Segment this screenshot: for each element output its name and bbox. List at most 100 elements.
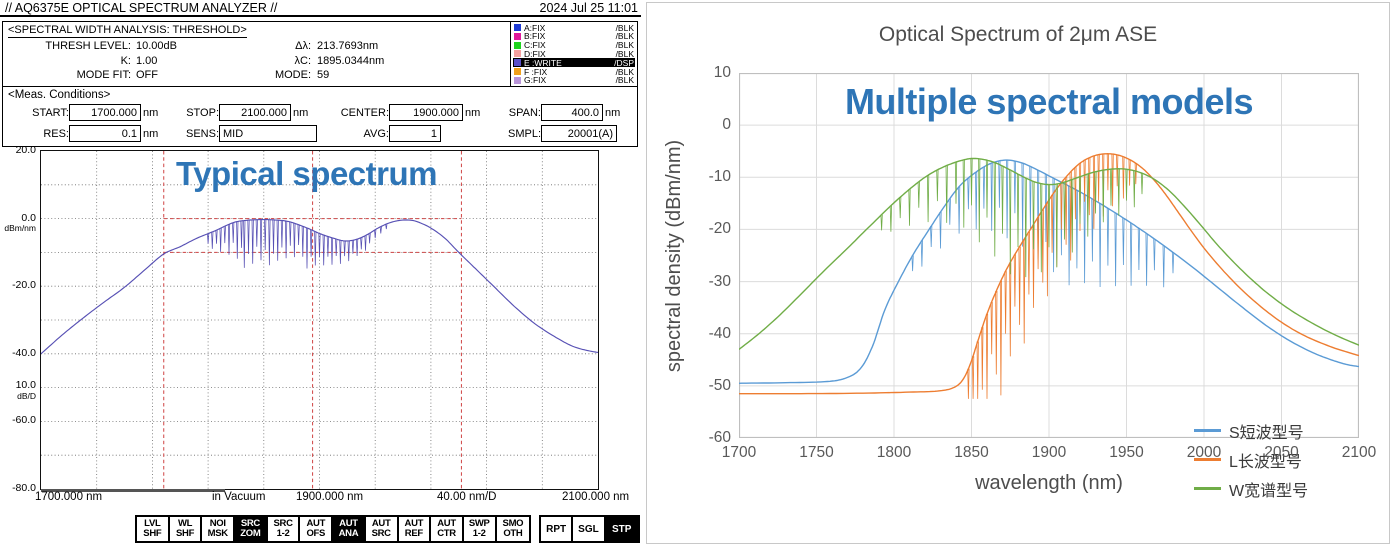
- meas-conditions-heading: <Meas. Conditions>: [8, 88, 111, 101]
- chart-x-tick: 1750: [799, 444, 834, 461]
- runkey-rpt[interactable]: RPT: [541, 517, 574, 541]
- osa-y-tick: -20.0: [12, 279, 36, 292]
- meas-field-input[interactable]: 400.0: [541, 104, 603, 121]
- legend-item: S短波型号: [1194, 416, 1308, 445]
- chart-y-tick: -10: [708, 168, 731, 186]
- chart-y-tick: -30: [708, 272, 731, 290]
- meas-field-input[interactable]: 1900.000: [389, 104, 463, 121]
- trace-row-d[interactable]: D:FIX/BLK: [513, 48, 635, 59]
- chart-x-axis-title: wavelength (nm): [975, 472, 1123, 494]
- analysis-label: MODE:: [274, 69, 311, 81]
- legend-label: S短波型号: [1229, 424, 1304, 442]
- trace-color-swatch: [514, 76, 521, 84]
- y-division-unit: dB/D: [17, 391, 36, 401]
- meas-field-input[interactable]: 20001(A): [541, 125, 617, 142]
- spectrum-trace-svg: [41, 151, 598, 489]
- softkey-line1: AUT: [437, 518, 456, 529]
- softkey-line1: AUT: [371, 518, 391, 529]
- meas-field-span: SPAN: 400.0 nm: [499, 104, 620, 122]
- softkey-src-1-2[interactable]: SRC 1-2: [268, 517, 301, 541]
- chart-x-tick: 2050: [1264, 444, 1299, 461]
- trace-row-a[interactable]: A:FIX/BLK: [513, 23, 635, 33]
- runkey-stp[interactable]: STP: [605, 517, 638, 541]
- chart-legend: S短波型号 L长波型号 W宽谱型号: [1194, 416, 1308, 503]
- multiple-models-annotation: Multiple spectral models: [844, 81, 1254, 122]
- softkey-wl-shf[interactable]: WL SHF: [170, 517, 203, 541]
- chart-y-tick: -60: [708, 429, 731, 446]
- meas-field-input[interactable]: 0.1: [69, 125, 141, 142]
- osa-y-tick: -80.0: [12, 482, 36, 494]
- meas-field-label: STOP:: [186, 106, 219, 119]
- meas-field-input[interactable]: MID: [219, 125, 317, 142]
- analysis-row: MODE FIT: OFF MODE: 59: [3, 68, 508, 83]
- trace-row-b[interactable]: B:FIX/BLK: [513, 31, 635, 41]
- meas-conditions-row1: START: 1700.000 nm STOP: 2100.000 nm CENTER: 19…: [3, 104, 637, 122]
- analysis-label: THRESH LEVEL:: [45, 40, 131, 52]
- chart-x-tick: 1800: [876, 444, 912, 461]
- x-center-label: 1900.000 nm: [296, 491, 364, 503]
- softkey-line2: SHF: [175, 528, 195, 539]
- runkey-sgl[interactable]: SGL: [573, 517, 606, 541]
- chart-y-tick: 0: [722, 116, 731, 134]
- trace-mode: /BLK: [615, 48, 634, 59]
- softkey-aut-src[interactable]: AUT SRC: [366, 517, 399, 541]
- softkey-aut-ref[interactable]: AUT REF: [399, 517, 432, 541]
- analysis-results: THRESH LEVEL: 10.00dB Δλ: 213.7693nm K: 1.00 λ…: [3, 39, 508, 83]
- analysis-value: 1.00: [136, 54, 158, 67]
- legend-line-swatch: [1194, 458, 1221, 461]
- analysis-value: 213.7693nm: [317, 40, 379, 52]
- trace-color-swatch: [514, 50, 521, 58]
- trace-row-g[interactable]: G:FIX/BLK: [513, 75, 635, 86]
- softkey-lvl-shf[interactable]: LVL SHF: [137, 517, 170, 541]
- softkey-line2: OTH: [503, 528, 523, 539]
- chart-x-tick: 1900: [1031, 444, 1067, 461]
- chart-y-tick: -50: [708, 376, 731, 394]
- meas-field-input[interactable]: 2100.000: [219, 104, 291, 121]
- softkey-line1: SRC: [273, 518, 293, 529]
- osa-title: // AQ6375E OPTICAL SPECTRUM ANALYZER //: [5, 1, 278, 15]
- trace-color-swatch: [514, 24, 521, 32]
- softkey-src-zom[interactable]: SRC ZOM: [235, 517, 268, 541]
- softkey-aut-ctr[interactable]: AUT CTR: [431, 517, 464, 541]
- trace-row-e[interactable]: E :WRITE/DSP: [513, 57, 635, 68]
- osa-y-tick: 20.0: [15, 144, 36, 156]
- meas-field-label: START:: [32, 106, 69, 119]
- softkey-line2: SHF: [143, 528, 162, 539]
- softkey-aut-ofs[interactable]: AUT OFS: [300, 517, 334, 541]
- legend-line-swatch: [1194, 487, 1221, 490]
- trace-id: F :FIX: [524, 66, 548, 77]
- chart-y-tick: -20: [708, 220, 731, 238]
- softkey-line2: CTR: [437, 528, 456, 539]
- softkey-swp-1-2[interactable]: SWP 1-2: [464, 517, 497, 541]
- osa-y-tick: -60.0: [12, 414, 36, 427]
- meas-field-input[interactable]: 1700.000: [69, 104, 141, 121]
- chart-y-tick: -40: [708, 324, 731, 342]
- softkey-line1: AUT: [306, 518, 326, 529]
- trace-color-swatch: [514, 41, 521, 49]
- x-division-label: 40.00 nm/D: [437, 491, 497, 503]
- trace-color-swatch: [514, 59, 521, 67]
- trace-mode: /DSP: [614, 57, 634, 68]
- trace-id: C:FIX: [524, 40, 546, 51]
- analysis-label: λC:: [294, 54, 312, 67]
- osa-datetime: 2024 Jul 25 11:01: [539, 1, 638, 15]
- softkey-smo-oth[interactable]: SMO OTH: [497, 517, 530, 541]
- softkey-aut-ana[interactable]: AUT ANA: [333, 517, 366, 541]
- meas-field-center: CENTER: 1900.000 nm: [333, 104, 480, 122]
- osa-y-tick: -40.0: [12, 346, 36, 359]
- trace-row-c[interactable]: C:FIX/BLK: [513, 40, 635, 51]
- meas-conditions-panel: <Meas. Conditions> START: 1700.000 nm STOP:…: [2, 85, 638, 147]
- trace-id: G:FIX: [524, 75, 547, 86]
- softkey-line2: 1-2: [472, 528, 486, 539]
- meas-field-unit: nm: [293, 106, 309, 119]
- softkey-noi-msk[interactable]: NOI MSK: [202, 517, 236, 541]
- softkey-line2: REF: [404, 528, 423, 539]
- analysis-label: Δλ:: [295, 40, 311, 52]
- trace-mode: /BLK: [615, 75, 634, 86]
- softkey-line1: SRC: [240, 518, 260, 529]
- softkey-line2: ZOM: [240, 528, 261, 539]
- softkey-line1: SMO: [502, 518, 524, 529]
- trace-row-f[interactable]: F :FIX/BLK: [513, 66, 635, 77]
- trace-color-swatch: [514, 32, 521, 40]
- meas-field-input[interactable]: 1: [389, 125, 441, 142]
